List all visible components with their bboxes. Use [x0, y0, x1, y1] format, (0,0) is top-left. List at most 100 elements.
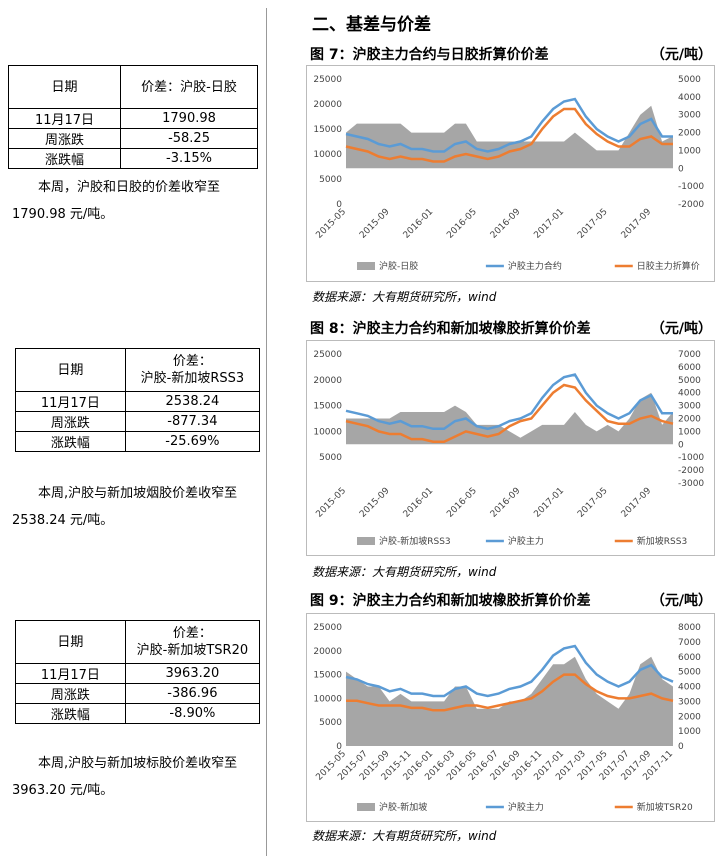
- y2-tick-label: 4000: [678, 683, 701, 693]
- y2-tick-label: 8000: [678, 623, 701, 633]
- header-row: 日期 价差：沪胶-日胶: [7, 65, 258, 109]
- header-cell: 日期: [15, 620, 126, 664]
- cell: 2538.24: [124, 391, 261, 412]
- x-tick-label: 2017-09: [620, 486, 654, 520]
- line: [345, 107, 673, 163]
- header-text: 日期: [57, 362, 84, 378]
- header-cell: 价差：沪胶-日胶: [120, 65, 258, 109]
- y2-tick-label: 6000: [678, 363, 701, 373]
- chart-box: 5000 10000 15000 20000 25000 -3000 -2000 -1000 0…: [306, 340, 715, 556]
- legend-label: 日胶主力折算价: [637, 260, 700, 272]
- y2-tick-label: 4000: [678, 389, 701, 399]
- y-tick-label: 0: [336, 200, 342, 210]
- legend-label: 沪胶主力合约: [508, 260, 562, 272]
- cell: 涨跌幅: [7, 148, 122, 169]
- y2-tick-label: 3000: [678, 402, 701, 412]
- figure-unit: （元/吨）: [650, 593, 712, 609]
- x-tick-label: 2016-09: [489, 207, 523, 241]
- y2-tick-label: 1000: [678, 427, 701, 437]
- figure-source: 数据来源：大有期货研究所，wind: [312, 290, 497, 304]
- figure-title-text: 图 8：沪胶主力合约和新加坡橡胶折算价价差: [310, 321, 591, 337]
- cell: 11月17日: [15, 663, 126, 684]
- y2-tick-label: 5000: [678, 376, 701, 386]
- cell: 11月17日: [7, 108, 122, 129]
- y-tick-label: 25000: [313, 623, 342, 633]
- x-tick-label: 2017-01: [532, 486, 566, 520]
- y2-tick-label: 1000: [678, 146, 701, 156]
- row: 周涨跌 -877.34: [15, 411, 261, 432]
- area: [346, 656, 673, 746]
- legend-label: 沪胶-新加坡: [379, 801, 427, 813]
- x-tick-label: 2015-05: [314, 486, 348, 520]
- line: [345, 97, 673, 153]
- legend-label: 沪胶主力: [508, 535, 544, 547]
- y-tick-label: 5000: [319, 175, 342, 185]
- header-text: 日期: [57, 634, 84, 650]
- line: [345, 383, 674, 443]
- legend-label: 沪胶-日胶: [379, 260, 418, 272]
- y2-tick-label: 0: [678, 742, 684, 752]
- y2-tick-label: -3000: [678, 479, 704, 489]
- x-tick-label: 2017-05: [576, 486, 610, 520]
- paragraph: 本周，沪胶和日胶的价差收窄至 1790.98 元/吨。: [12, 180, 221, 222]
- y-tick-label: 15000: [313, 125, 342, 135]
- cell: 涨跌幅: [15, 431, 126, 452]
- legend-label: 沪胶主力: [508, 801, 544, 813]
- x-tick-label: 2016-01: [402, 207, 436, 241]
- header-text: 日期: [51, 79, 78, 95]
- cell: 周涨跌: [15, 411, 126, 432]
- y2-tick-label: 5000: [678, 668, 701, 678]
- x-tick-label: 2015-05: [314, 207, 348, 241]
- cell: 3963.20: [124, 663, 261, 684]
- chart-box: 0 5000 10000 15000 20000 25000 -2000 -1000 0 1000…: [306, 65, 715, 282]
- y-tick-label: 5000: [319, 718, 342, 728]
- legend-swatch: [357, 262, 375, 270]
- y2-tick-label: -1000: [678, 453, 704, 463]
- row: 周涨跌 -58.25: [7, 128, 258, 149]
- header-text: 沪胶-新加坡RSS3: [140, 371, 245, 386]
- y2-tick-label: 3000: [678, 697, 701, 707]
- y2-tick-label: 7000: [678, 638, 701, 648]
- row: 11月17日 3963.20: [15, 663, 261, 684]
- y2-tick-label: 2000: [678, 712, 701, 722]
- y-tick-label: 10000: [313, 150, 342, 160]
- legend-swatch: [357, 803, 375, 811]
- y-tick-label: 15000: [313, 402, 342, 412]
- legend-swatch: [357, 537, 375, 545]
- y-tick-label: 20000: [313, 647, 342, 657]
- section-title: 二、基差与价差: [312, 15, 431, 35]
- header-row: 日期 价差： 沪胶-新加坡TSR20: [15, 620, 261, 664]
- x-tick-label: 2016-01: [402, 486, 436, 520]
- chart: 0 5000 10000 15000 20000 25000 -2000 -1000 0 1000…: [313, 75, 704, 272]
- row: 11月17日 2538.24: [15, 391, 261, 412]
- y2-tick-label: 0: [678, 440, 684, 450]
- header-cell: 日期: [15, 348, 126, 392]
- x-tick-label: 2015-09: [358, 207, 392, 241]
- y2-tick-label: 1000: [678, 727, 701, 737]
- chart: 5000 10000 15000 20000 25000 -3000 -2000 -1000 0…: [313, 350, 704, 547]
- chart: 0 5000 10000 15000 20000 25000 0 1000 2000 3000 40…: [313, 623, 701, 813]
- y-tick-label: 25000: [313, 75, 342, 85]
- line: [345, 644, 674, 698]
- header-row: 日期 价差： 沪胶-新加坡RSS3: [15, 348, 261, 392]
- figure-unit: （元/吨）: [650, 47, 712, 63]
- area: [346, 392, 673, 445]
- header-text: 沪胶-新加坡TSR20: [136, 643, 249, 658]
- y-tick-label: 25000: [313, 350, 342, 360]
- y2-tick-label: -2000: [678, 466, 704, 476]
- y2-tick-label: 0: [678, 164, 684, 174]
- x-tick-label: 2016-05: [445, 486, 479, 520]
- area: [346, 105, 673, 169]
- row: 涨跌幅 -3.15%: [7, 148, 258, 169]
- row: 涨跌幅 -25.69%: [15, 431, 261, 452]
- x-tick-label: 2016-05: [445, 207, 479, 241]
- data-table: 日期 价差： 沪胶-新加坡TSR20 11月17日 3963.20 周涨跌 -386.96 涨…: [15, 620, 261, 724]
- paragraph: 本周,沪胶与新加坡烟胶价差收窄至 2538.24 元/吨。: [12, 486, 238, 528]
- row: 涨跌幅 -8.90%: [15, 703, 261, 724]
- y-tick-label: 20000: [313, 100, 342, 110]
- cell: 1790.98: [120, 108, 258, 129]
- data-table: 日期 价差： 沪胶-新加坡RSS3 11月17日 2538.24 周涨跌 -877.34 涨跌…: [15, 348, 261, 452]
- x-tick-label: 2017-09: [620, 207, 654, 241]
- row: 周涨跌 -386.96: [15, 683, 261, 704]
- y2-tick-label: 2000: [678, 415, 701, 425]
